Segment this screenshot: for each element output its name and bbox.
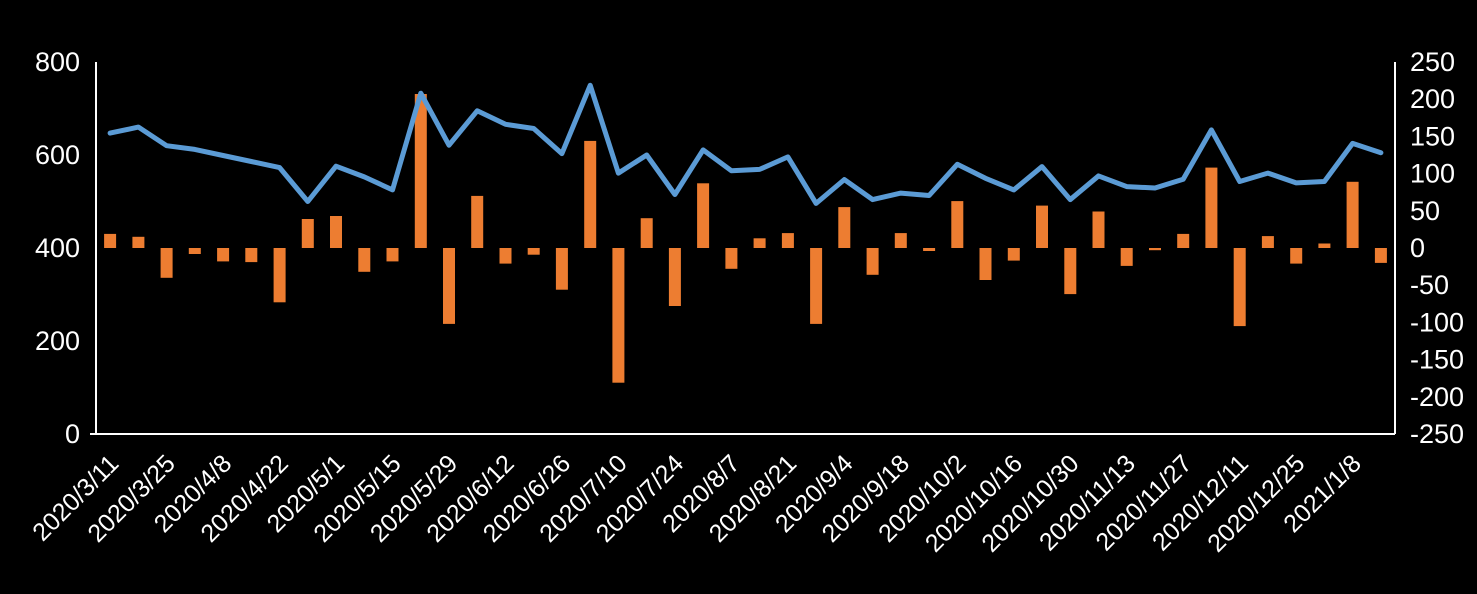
right-axis-tick-label: -150: [1410, 345, 1464, 375]
right-axis-tick-label: -200: [1410, 382, 1464, 412]
bar: [217, 248, 230, 262]
right-axis-tick-label: 50: [1410, 196, 1440, 226]
bar: [584, 140, 597, 248]
bar: [697, 183, 710, 248]
right-axis-tick-label: 100: [1410, 159, 1455, 189]
bar: [301, 219, 314, 248]
bar: [273, 248, 286, 303]
bar: [358, 248, 371, 272]
bar: [1261, 236, 1274, 248]
bar: [1177, 233, 1190, 248]
bar: [1149, 248, 1161, 251]
bar: [838, 207, 851, 248]
bar: [781, 233, 794, 248]
bar: [245, 248, 258, 263]
bar: [555, 248, 568, 290]
right-axis-tick-label: -250: [1410, 419, 1464, 449]
bar: [160, 248, 173, 278]
right-axis-tick-label: -50: [1410, 270, 1449, 300]
bar: [1374, 248, 1387, 263]
bar: [612, 248, 625, 383]
bar: [753, 238, 766, 248]
left-axis-tick-label: 600: [35, 140, 80, 170]
bar: [1233, 248, 1246, 327]
bar: [1007, 248, 1020, 261]
bar: [1064, 248, 1077, 295]
bar: [668, 248, 681, 306]
bar: [527, 248, 540, 255]
right-axis-tick-label: 250: [1410, 47, 1455, 77]
bar: [951, 201, 964, 248]
bar: [132, 236, 145, 248]
right-axis-tick-label: -100: [1410, 307, 1464, 337]
bar: [188, 248, 201, 254]
left-axis-tick-label: 200: [35, 326, 80, 356]
left-axis-tick-label: 0: [65, 419, 80, 449]
bar: [1120, 248, 1133, 266]
bar: [414, 94, 427, 248]
left-axis-tick-label: 400: [35, 233, 80, 263]
bar: [640, 218, 653, 248]
bar-series: [104, 94, 1387, 383]
bar: [894, 233, 907, 248]
bar: [923, 248, 936, 251]
bar: [1290, 248, 1303, 264]
right-axis-tick-label: 0: [1410, 233, 1425, 263]
bar: [104, 233, 117, 248]
bar: [443, 248, 455, 324]
bar: [1346, 181, 1359, 248]
bar: [330, 216, 342, 248]
bar: [1092, 211, 1105, 248]
bar: [979, 248, 992, 280]
bar: [1036, 205, 1048, 248]
bar: [810, 248, 823, 324]
bar: [725, 248, 738, 269]
bar: [386, 248, 399, 262]
bar: [499, 248, 512, 264]
bar: [471, 195, 484, 248]
line-series: [107, 82, 1384, 206]
right-axis-tick-label: 150: [1410, 121, 1455, 151]
left-axis-tick-label: 800: [35, 47, 80, 77]
right-axis-tick-label: 200: [1410, 84, 1455, 114]
bar: [866, 248, 879, 275]
bar: [1318, 243, 1331, 248]
bar: [1205, 167, 1218, 248]
